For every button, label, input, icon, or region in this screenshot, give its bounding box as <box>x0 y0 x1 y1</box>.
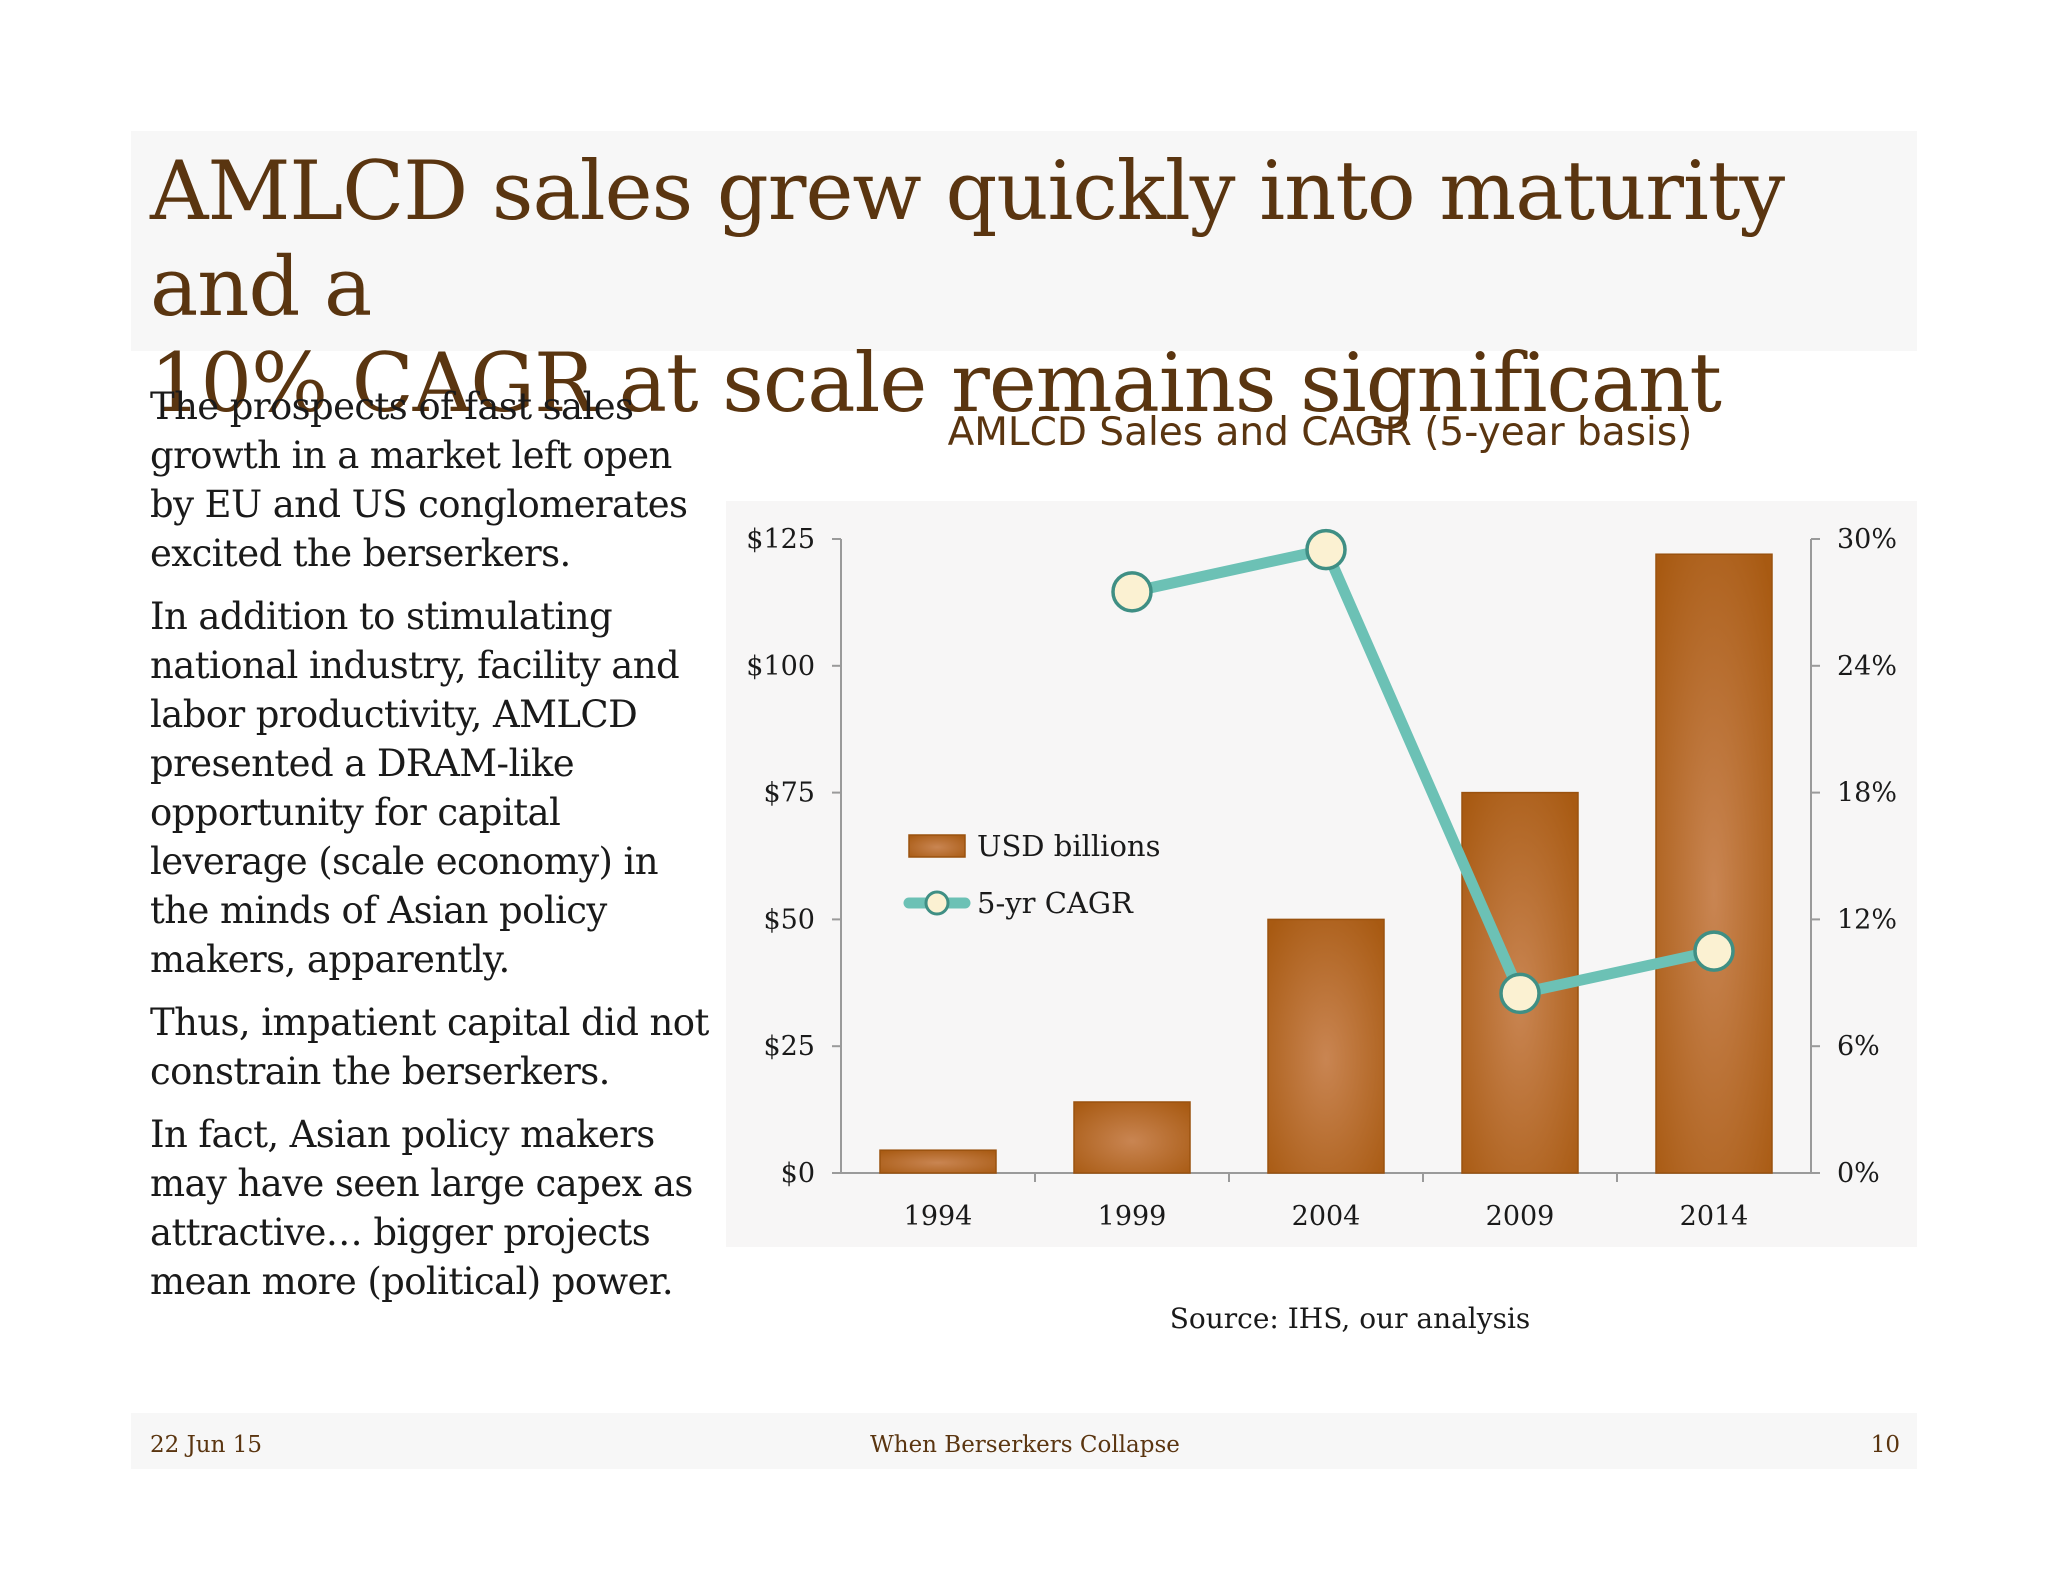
slide-title-line-1: AMLCD sales grew quickly into maturity a… <box>150 145 1785 335</box>
legend-marker-swatch <box>924 890 950 916</box>
footer-band <box>131 1413 1917 1469</box>
slide-title: AMLCD sales grew quickly into maturity a… <box>150 144 1910 432</box>
legend-label-cagr: 5-yr CAGR <box>977 886 1134 920</box>
y-left-tick-label: $25 <box>763 1031 815 1062</box>
y-left-tick-label: $75 <box>763 778 815 809</box>
x-tick-label: 2014 <box>1680 1201 1749 1232</box>
x-tick-label: 2009 <box>1486 1201 1555 1232</box>
slide-title-line-2: 10% CAGR at scale remains significant <box>150 337 1722 431</box>
legend-bar-swatch <box>908 834 966 858</box>
y-right-tick-label: 12% <box>1837 904 1897 935</box>
y-right-tick-label: 24% <box>1837 651 1897 682</box>
y-left-tick-label: $125 <box>746 524 815 555</box>
y-right-tick-label: 30% <box>1837 524 1897 555</box>
cagr-point <box>1305 528 1347 571</box>
y-right-tick-label: 0% <box>1837 1158 1880 1189</box>
sales-bar <box>879 1149 997 1174</box>
sales-bar <box>1073 1101 1191 1174</box>
y-right-tick-label: 18% <box>1837 778 1897 809</box>
body-paragraph-3: Thus, impatient capital did not constrai… <box>150 1001 709 1093</box>
chart-title: AMLCD Sales and CAGR (5-year basis) <box>947 410 1693 455</box>
legend-label-sales: USD billions <box>977 829 1160 863</box>
sales-bar <box>1267 918 1385 1174</box>
y-right-tick-label: 6% <box>1837 1031 1880 1062</box>
y-left-tick-label: $100 <box>746 651 815 682</box>
cagr-point <box>1693 930 1735 972</box>
title-band <box>131 131 1917 351</box>
y-left-tick-label: $0 <box>781 1158 815 1189</box>
body-text: The prospects of fast sales growth in a … <box>150 382 710 1320</box>
footer-date: 22 Jun 15 <box>150 1432 263 1458</box>
body-paragraph-2: In addition to stimulating national indu… <box>150 595 680 981</box>
sales-bar <box>1655 553 1773 1174</box>
x-tick-label: 2004 <box>1292 1201 1361 1232</box>
x-tick-label: 1994 <box>904 1201 973 1232</box>
body-paragraph-1: The prospects of fast sales growth in a … <box>150 385 688 575</box>
cagr-point <box>1111 571 1153 613</box>
cagr-line <box>1126 544 1720 999</box>
page-number: 10 <box>1870 1432 1900 1458</box>
footer-title: When Berserkers Collapse <box>870 1432 1180 1458</box>
x-tick-label: 1999 <box>1098 1201 1167 1232</box>
y-left-tick-label: $50 <box>763 904 815 935</box>
cagr-point <box>1499 972 1541 1015</box>
body-paragraph-4: In fact, Asian policy makers may have se… <box>150 1113 693 1303</box>
source-note: Source: IHS, our analysis <box>1169 1302 1531 1335</box>
